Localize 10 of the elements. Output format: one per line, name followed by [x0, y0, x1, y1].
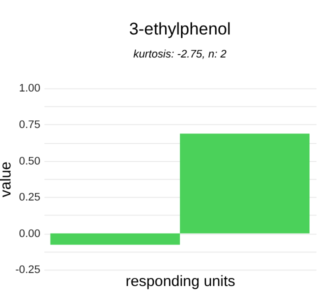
chart-subtitle: kurtosis: -2.75, n: 2 — [133, 48, 227, 60]
y-tick-label: 0.75 — [19, 118, 40, 131]
y-axis-title: value — [0, 162, 14, 198]
chart-title: 3-ethylphenol — [129, 19, 231, 38]
x-axis-title: responding units — [126, 273, 236, 290]
y-tick-label: -0.25 — [15, 264, 40, 276]
y-tick-label: 1.00 — [19, 82, 40, 95]
y-tick-label: 0.00 — [19, 228, 40, 240]
y-tick-label: 0.25 — [19, 192, 40, 204]
y-tick-label: 0.50 — [19, 155, 40, 168]
